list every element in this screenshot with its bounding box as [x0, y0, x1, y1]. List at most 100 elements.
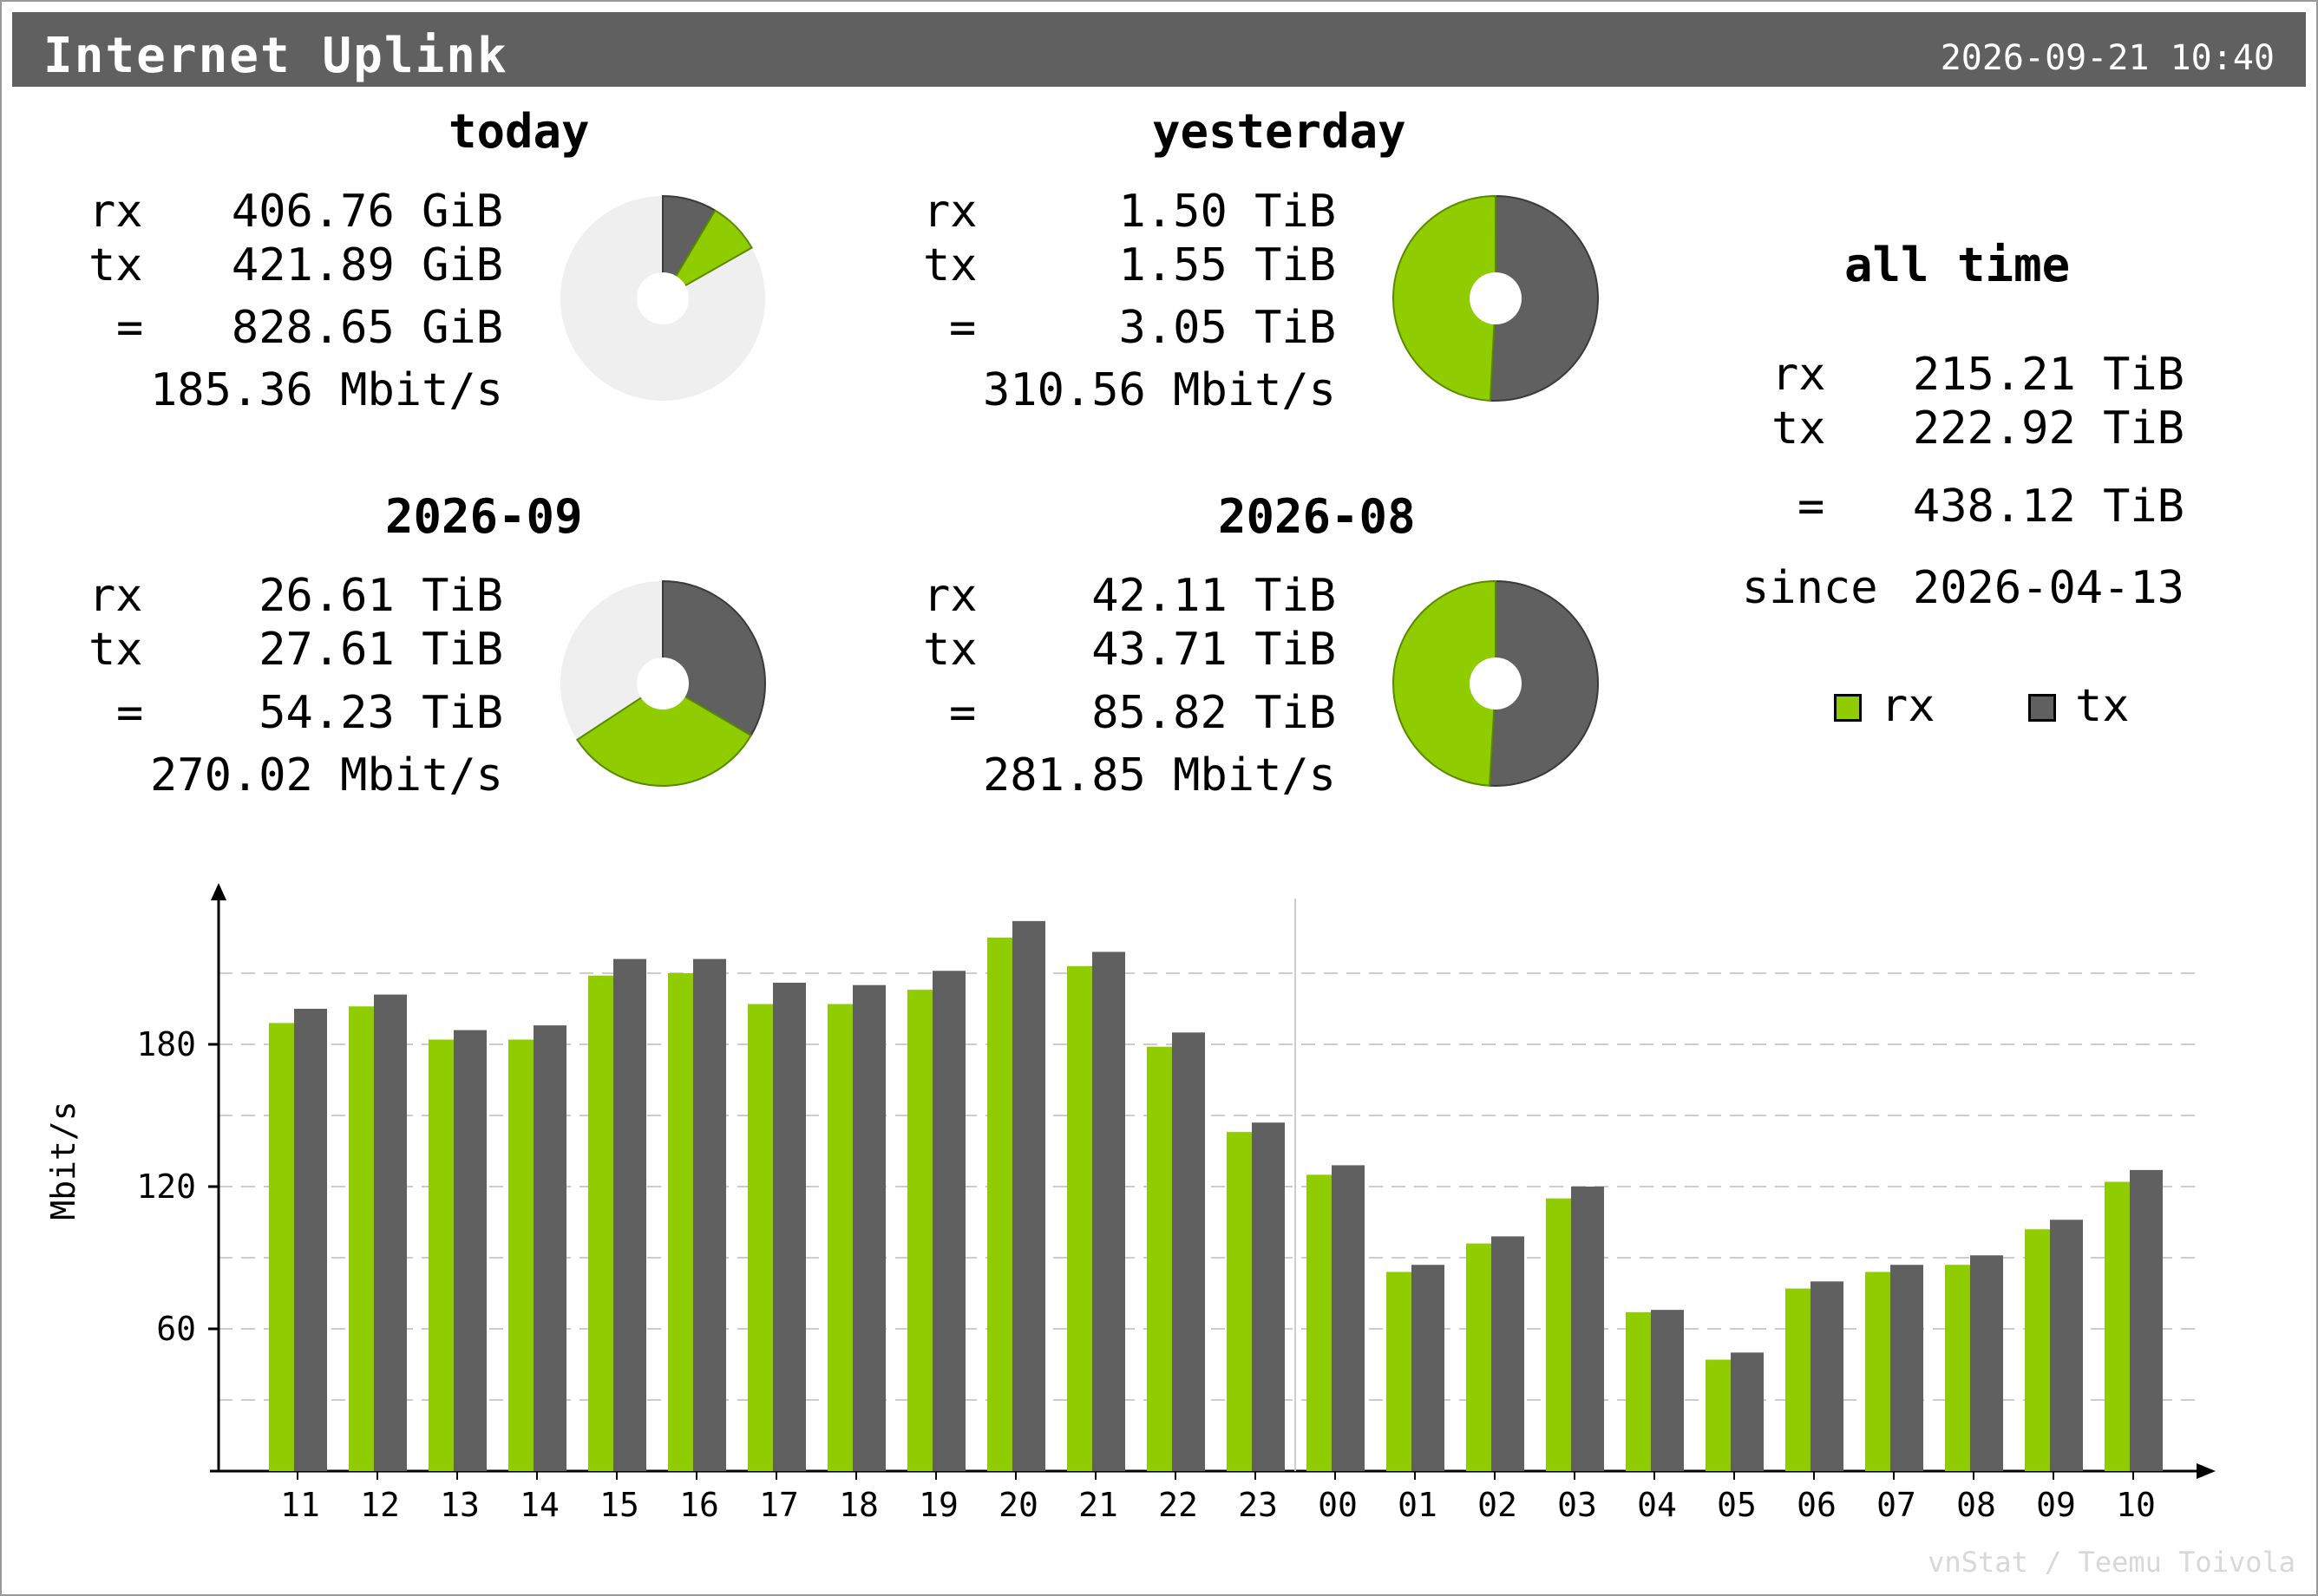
- bar-tx-18: [853, 984, 886, 1471]
- x-tick-label: 09: [2036, 1486, 2076, 1524]
- x-tick-label: 19: [919, 1486, 959, 1524]
- prev-month-tx-label: tx: [923, 624, 978, 676]
- bar-tx-15: [613, 958, 646, 1471]
- today-rx-value: 406.76 GiB: [231, 186, 503, 238]
- prev-month-total-label: =: [949, 687, 977, 739]
- pie-yesterday: [1392, 194, 1599, 402]
- hourly-bar-chart: 60 120 180 Mbit/s 11 12 13 14 15 16 17 18 19 20 21 22 23…: [44, 883, 2216, 1524]
- month-tx-label: tx: [88, 624, 143, 676]
- pie-rx-slice: [1391, 579, 1497, 787]
- bar-tx-02: [1491, 1236, 1524, 1471]
- y-axis-arrow: [211, 883, 226, 900]
- bar-tx-13: [454, 1030, 487, 1471]
- today-total-label: =: [116, 302, 144, 354]
- month-rx-value: 26.61 TiB: [259, 570, 503, 622]
- bar-group-15: 15: [588, 958, 646, 1524]
- x-tick-label: 14: [520, 1486, 560, 1524]
- bar-tx-04: [1651, 1310, 1684, 1471]
- x-tick-label: 02: [1477, 1486, 1517, 1524]
- x-tick-label: 17: [759, 1486, 799, 1524]
- bar-tx-16: [693, 958, 726, 1471]
- legend-tx-label: tx: [2075, 680, 2130, 732]
- yesterday-total-value: 3.05 TiB: [1118, 302, 1336, 354]
- month-tx-value: 27.61 TiB: [259, 624, 503, 676]
- bar-group-04: 04: [1626, 1310, 1684, 1524]
- today-rx-label: rx: [88, 186, 143, 238]
- pie-tx-slice: [1489, 579, 1599, 787]
- x-tick-label: 08: [1956, 1486, 1996, 1524]
- x-tick-label: 18: [839, 1486, 879, 1524]
- bar-group-02: 02: [1466, 1236, 1524, 1524]
- prev-month-rx-value: 42.11 TiB: [1091, 570, 1336, 622]
- prev-month-rx-label: rx: [923, 570, 978, 622]
- bar-tx-19: [933, 971, 966, 1471]
- today-tx-label: tx: [88, 239, 143, 291]
- bar-group-21: 21: [1067, 952, 1125, 1524]
- bar-group-00: 00: [1306, 1165, 1365, 1524]
- page-title: Internet Uplink: [43, 28, 508, 84]
- pie-prev_month: [1391, 579, 1599, 787]
- prev-month-tx-value: 43.71 TiB: [1091, 624, 1336, 676]
- bar-tx-00: [1332, 1165, 1365, 1471]
- x-tick-label: 22: [1158, 1486, 1198, 1524]
- today-rate: 185.36 Mbit/s: [150, 364, 503, 416]
- pie-charts: [560, 194, 1599, 787]
- all-time-since-value: 2026-04-13: [1912, 562, 2184, 614]
- prev-month-total-value: 85.82 TiB: [1091, 687, 1336, 739]
- y-tick-label: 120: [136, 1168, 196, 1206]
- bar-tx-17: [773, 982, 806, 1471]
- footer-credit: vnStat / Teemu Toivola: [1928, 1546, 2295, 1579]
- summary-title-month: 2026-09: [385, 489, 583, 544]
- prev-month-rate: 281.85 Mbit/s: [983, 749, 1336, 801]
- month-rate: 270.02 Mbit/s: [150, 749, 503, 801]
- bar-group-11: 11: [269, 1009, 327, 1524]
- x-tick-label: 01: [1398, 1486, 1437, 1524]
- month-total-label: =: [116, 687, 144, 739]
- bar-group-14: 14: [508, 1025, 566, 1524]
- x-tick-label: 20: [999, 1486, 1038, 1524]
- bar-group-16: 16: [668, 958, 726, 1524]
- all-time-since-label: since: [1742, 562, 1878, 614]
- bar-tx-07: [1890, 1265, 1923, 1471]
- yesterday-rate: 310.56 Mbit/s: [983, 364, 1336, 416]
- title-bar: Internet Uplink 2026-09-21 10:40: [12, 12, 2306, 87]
- x-tick-label: 07: [1876, 1486, 1916, 1524]
- x-tick-label: 11: [280, 1486, 320, 1524]
- all-time-tx-label: tx: [1771, 402, 1826, 455]
- today-tx-value: 421.89 GiB: [231, 239, 503, 291]
- x-tick-label: 13: [440, 1486, 480, 1524]
- bar-group-10: 10: [2105, 1169, 2163, 1524]
- all-time-title: all time: [1844, 238, 2071, 292]
- summary-title-today: today: [449, 104, 590, 159]
- all-time-total-label: =: [1797, 481, 1825, 533]
- pie-today: [560, 194, 765, 401]
- pie-tx-slice: [1489, 194, 1599, 402]
- bar-tx-08: [1970, 1255, 2003, 1471]
- bar-group-07: 07: [1865, 1265, 1923, 1524]
- all-time-rx-value: 215.21 TiB: [1912, 349, 2184, 401]
- bar-tx-05: [1731, 1352, 1764, 1471]
- bar-group-20: 20: [987, 920, 1045, 1524]
- summary-title-yesterday: yesterday: [1152, 104, 1406, 159]
- bar-group-19: 19: [907, 971, 966, 1524]
- bar-group-03: 03: [1546, 1187, 1604, 1524]
- yesterday-rx-label: rx: [923, 186, 978, 238]
- pie-rx-slice: [575, 682, 753, 787]
- all-time-tx-value: 222.92 TiB: [1912, 402, 2184, 455]
- bar-tx-14: [534, 1025, 566, 1471]
- x-tick-label: 15: [599, 1486, 639, 1524]
- all-time-rx-label: rx: [1771, 349, 1826, 401]
- x-tick-label: 06: [1797, 1486, 1837, 1524]
- pie-rx-slice: [660, 209, 753, 301]
- pie-hole: [637, 272, 689, 324]
- x-axis-arrow: [2197, 1463, 2216, 1479]
- bar-tx-06: [1811, 1281, 1843, 1471]
- bar-group-12: 12: [349, 994, 407, 1524]
- bar-tx-21: [1092, 952, 1125, 1471]
- y-tick-label: 180: [136, 1025, 196, 1063]
- legend-rx-swatch: [1834, 694, 1862, 722]
- pie-hole: [1470, 272, 1522, 324]
- y-tick-label: 60: [156, 1310, 196, 1348]
- legend-tx-swatch: [2028, 694, 2056, 722]
